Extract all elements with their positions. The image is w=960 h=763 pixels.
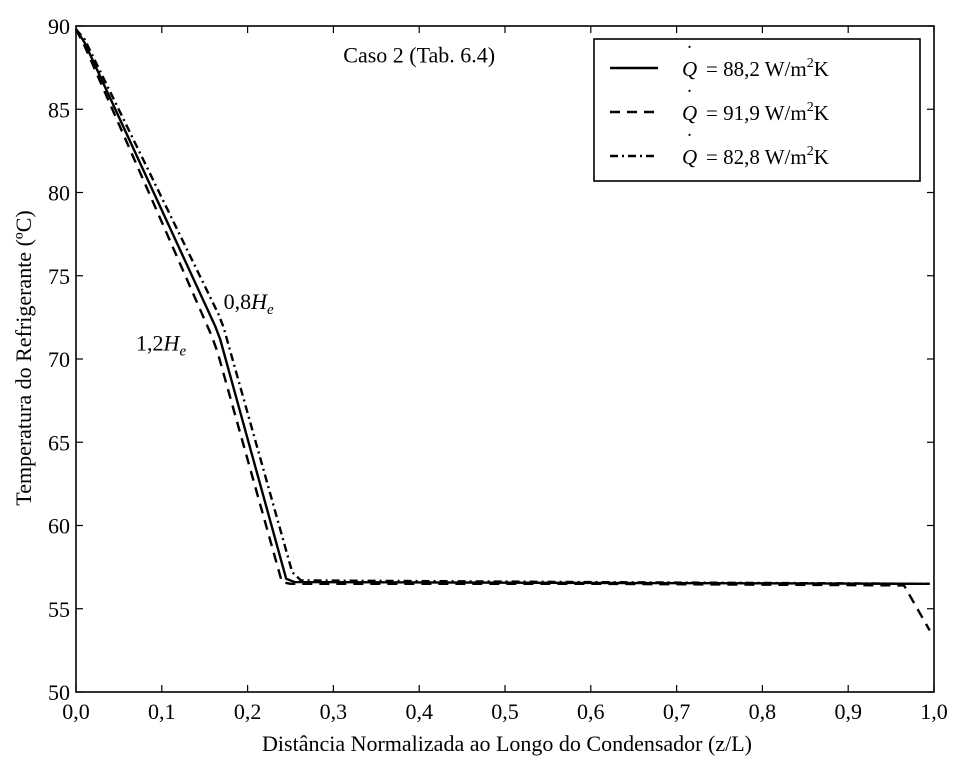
annotation-label: 0,8He: [224, 289, 274, 318]
x-tick-label: 0,5: [491, 699, 519, 724]
y-tick-label: 85: [48, 97, 70, 122]
y-tick-label: 55: [48, 597, 70, 622]
x-tick-label: 0,8: [749, 699, 777, 724]
y-axis-title: Temperatura do Refrigerante (ºC): [11, 210, 36, 505]
legend-q-dot: ˙: [686, 41, 693, 65]
y-tick-label: 60: [48, 514, 70, 539]
y-tick-label: 50: [48, 680, 70, 705]
y-tick-label: 65: [48, 430, 70, 455]
legend-q-dot: ˙: [686, 85, 693, 109]
y-tick-label: 70: [48, 347, 70, 372]
x-axis-title: Distância Normalizada ao Longo do Conden…: [262, 731, 752, 756]
x-tick-label: 0,2: [234, 699, 262, 724]
annotations: Caso 2 (Tab. 6.4) 0,8He 1,2He: [136, 43, 495, 360]
legend-q-dot: ˙: [686, 129, 693, 153]
x-tick-label: 0,7: [663, 699, 691, 724]
y-tick-label: 80: [48, 181, 70, 206]
x-tick-label: 0,9: [834, 699, 862, 724]
y-tick-label: 75: [48, 264, 70, 289]
y-tick-label: 90: [48, 14, 70, 39]
x-tick-label: 0,3: [320, 699, 348, 724]
x-tick-label: 0,6: [577, 699, 605, 724]
x-tick-label: 0,1: [148, 699, 176, 724]
annotation-label: Caso 2 (Tab. 6.4): [343, 43, 495, 68]
x-tick-label: 1,0: [920, 699, 948, 724]
x-tick-label: 0,4: [405, 699, 433, 724]
annotation-label: 1,2He: [136, 331, 186, 360]
